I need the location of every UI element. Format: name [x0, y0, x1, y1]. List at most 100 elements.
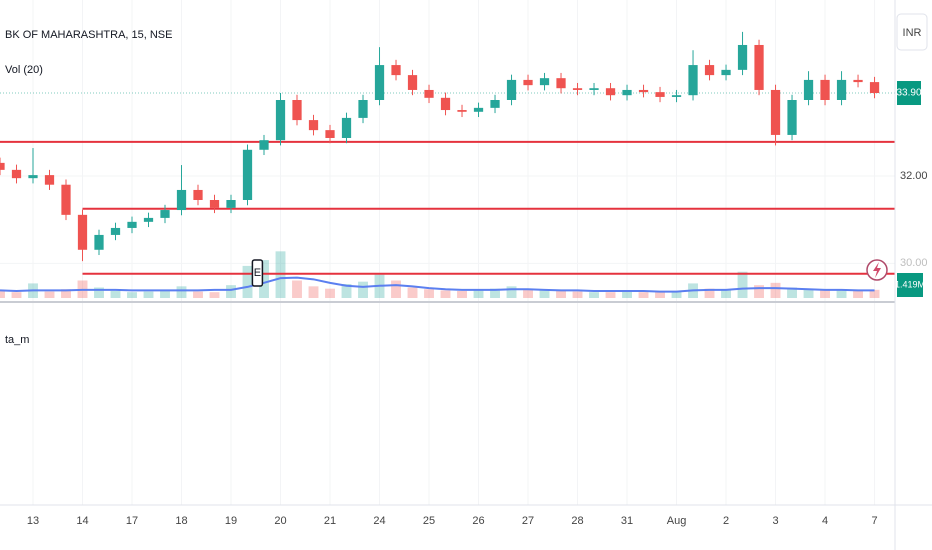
candle-body: [803, 79, 814, 100]
x-tick-label: 14: [76, 515, 88, 527]
x-tick-label: 28: [571, 515, 583, 527]
overlay-layer: E 33.90 1.419M: [251, 81, 925, 297]
volume-bar: [209, 292, 220, 298]
volume-bar: [341, 284, 352, 298]
x-tick-label: 20: [274, 515, 286, 527]
candle-body: [820, 79, 830, 100]
candle-body: [407, 75, 418, 90]
volume-bar: [572, 291, 583, 298]
volume-bar: [226, 285, 236, 298]
volume-bar: [523, 289, 533, 298]
candle-body: [457, 110, 467, 112]
volume-bar: [308, 286, 319, 298]
volume-bar: [622, 291, 632, 298]
currency-box[interactable]: [896, 13, 928, 51]
candle-body: [275, 100, 286, 141]
volume-bar: [0, 291, 5, 298]
candle-body: [11, 169, 22, 179]
alert-icon[interactable]: [866, 259, 888, 281]
x-tick-label: 26: [472, 515, 484, 527]
volume-bar: [506, 286, 517, 298]
volume-bar: [44, 291, 55, 298]
x-tick-label: 27: [522, 515, 534, 527]
candle-body: [655, 92, 665, 97]
volume-bar: [176, 286, 187, 298]
candle-body: [770, 89, 781, 135]
volume-bar: [638, 292, 649, 298]
volume-bar: [754, 285, 764, 298]
x-tick-label: 3: [772, 515, 778, 527]
volume-bar: [61, 289, 71, 298]
candle-body: [473, 107, 484, 112]
volume-bar: [671, 291, 682, 298]
candle-body: [325, 130, 335, 138]
volume-bar: [556, 291, 566, 298]
volume-bar: [803, 289, 814, 298]
x-tick-label: 31: [621, 515, 633, 527]
volume-bar: [457, 291, 467, 298]
candle-body: [0, 162, 5, 170]
candle-body: [358, 100, 368, 118]
last-price-label: 33.90: [896, 88, 921, 99]
indicator-pane-label[interactable]: ta_m: [5, 334, 29, 346]
hline-layer: [0, 92, 895, 275]
candle-body: [308, 120, 319, 131]
volume-bar: [787, 287, 797, 298]
candle-body: [721, 69, 731, 76]
x-tick-label: 18: [175, 515, 187, 527]
candle-body: [853, 79, 863, 83]
volume-bar: [440, 290, 451, 298]
candle-body: [242, 149, 253, 200]
candle-body: [292, 100, 302, 121]
volume-bar: [424, 289, 434, 298]
y-tick-label: 32.00: [900, 170, 928, 182]
alert-bolt: [873, 262, 881, 278]
candle-body: [226, 200, 236, 208]
x-tick-label: 13: [27, 515, 39, 527]
last-price-badge: [897, 81, 921, 106]
volume-bar: [721, 289, 731, 298]
currency-label: INR: [903, 27, 922, 39]
last-volume-label: 1.419M: [895, 279, 925, 289]
volume-bar: [358, 281, 368, 298]
candle-body: [539, 78, 550, 86]
candle-body: [28, 175, 38, 179]
x-tick-label: 21: [324, 515, 336, 527]
y-tick-label: 30.00: [900, 257, 928, 269]
last-volume-badge: [897, 273, 923, 297]
candle-layer: [0, 31, 880, 262]
candle-body: [506, 79, 517, 100]
earnings-box: [251, 259, 264, 287]
volume-bar: [242, 265, 253, 298]
candle-body: [704, 65, 715, 76]
x-tick-label: 19: [225, 515, 237, 527]
x-tick-label: 25: [423, 515, 435, 527]
candle-body: [44, 175, 55, 185]
earnings-label: E: [254, 267, 261, 279]
volume-bar: [11, 292, 22, 298]
candle-body: [556, 78, 566, 89]
candle-body: [374, 65, 385, 100]
candle-body: [572, 88, 583, 90]
volume-bar: [770, 282, 781, 298]
candle-body: [77, 214, 88, 250]
x-tick-label: Aug: [667, 515, 687, 527]
candle-body: [589, 88, 599, 90]
volume-bar: [325, 288, 335, 298]
candle-body: [391, 65, 401, 76]
volume-bar: [110, 291, 121, 298]
volume-bar: [820, 290, 830, 298]
candle-body: [341, 117, 352, 138]
candle-body: [143, 217, 154, 222]
candle-body: [160, 210, 170, 218]
candle-body: [490, 100, 500, 108]
candle-body: [176, 189, 187, 211]
candle-body: [622, 89, 632, 96]
candle-body: [94, 234, 104, 250]
volume-bar: [853, 291, 863, 298]
candle-body: [605, 88, 616, 96]
volume-bar: [292, 280, 302, 298]
volume-bar: [94, 287, 104, 298]
volume-bar: [836, 289, 847, 298]
